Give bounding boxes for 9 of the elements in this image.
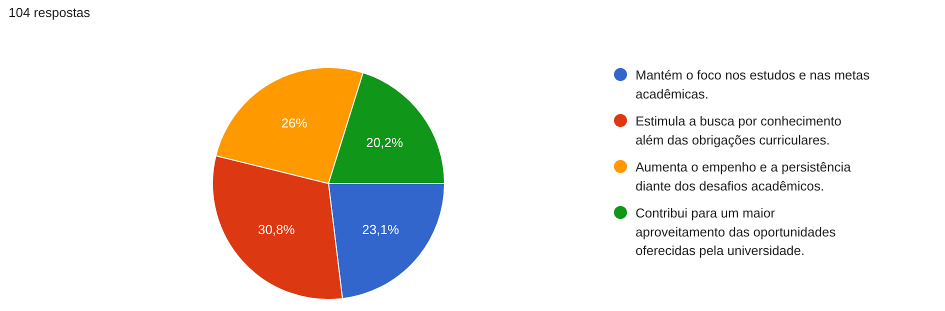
data-label: 30,8% — [258, 222, 296, 238]
data-label: 26% — [281, 115, 308, 130]
legend-label: Mantém o foco nos estudos e nas metas acadêmicas. — [636, 68, 870, 102]
text: 104 respostas — [8, 5, 91, 20]
legend-label: Estimula a busca por conhecimento além das obrigações curriculares. — [636, 114, 842, 148]
data-label: 20,2% — [366, 134, 404, 150]
legend-label: Aumenta o empenho e a persistência diante dos desafios acadêmicos. — [636, 160, 852, 194]
data-label: 23,1% — [362, 222, 400, 238]
legend-label: Contribui para um maior aproveitamento das oportunidades oferecidas pela universidade. — [636, 206, 836, 258]
